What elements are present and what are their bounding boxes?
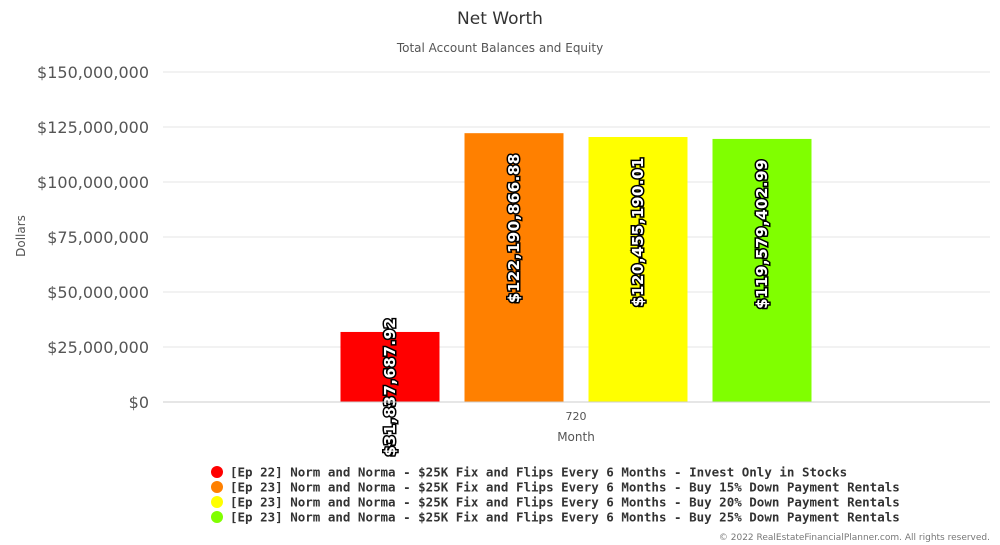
- y-tick-label: $150,000,000: [37, 63, 149, 82]
- bar-series-4[interactable]: [712, 138, 812, 403]
- y-tick-label: $0: [129, 393, 149, 412]
- legend-label-3: [Ep 23] Norm and Norma - $25K Fix and Fl…: [230, 495, 900, 510]
- legend-item-4[interactable]: [Ep 23] Norm and Norma - $25K Fix and Fl…: [211, 510, 900, 525]
- y-tick-label: $75,000,000: [47, 228, 149, 247]
- legend-label-4: [Ep 23] Norm and Norma - $25K Fix and Fl…: [230, 510, 900, 525]
- bar-series-1[interactable]: [340, 331, 440, 402]
- y-tick-label: $125,000,000: [37, 118, 149, 137]
- bar-data-label-1: $31,837,687.92: [381, 318, 399, 457]
- legend-marker-1: [211, 466, 223, 478]
- bar-series-3[interactable]: [588, 136, 688, 402]
- chart-subtitle: Total Account Balances and Equity: [396, 41, 603, 55]
- bars: [340, 133, 812, 403]
- legend-item-2[interactable]: [Ep 23] Norm and Norma - $25K Fix and Fl…: [211, 480, 900, 495]
- legend-marker-4: [211, 511, 223, 523]
- y-tick-label: $50,000,000: [47, 283, 149, 302]
- legend-marker-2: [211, 481, 223, 493]
- legend-label-2: [Ep 23] Norm and Norma - $25K Fix and Fl…: [230, 480, 900, 495]
- legend-item-3[interactable]: [Ep 23] Norm and Norma - $25K Fix and Fl…: [211, 495, 900, 510]
- x-axis-tick-labels: 720: [566, 410, 587, 423]
- bar-data-label-2: $122,190,866.88: [505, 153, 523, 303]
- legend-item-1[interactable]: [Ep 22] Norm and Norma - $25K Fix and Fl…: [211, 465, 847, 480]
- x-tick-label: 720: [566, 410, 587, 423]
- bar-data-label-4: $119,579,402.99: [753, 159, 771, 309]
- bar-data-label-3: $120,455,190.01: [629, 157, 647, 307]
- x-axis-label: Month: [557, 430, 595, 444]
- copyright-credit: © 2022 RealEstateFinancialPlanner.com. A…: [719, 533, 990, 543]
- chart-title: Net Worth: [457, 9, 543, 29]
- grid-lines: [163, 71, 990, 348]
- bar-series-2[interactable]: [464, 133, 564, 402]
- legend-marker-3: [211, 496, 223, 508]
- y-tick-label: $100,000,000: [37, 173, 149, 192]
- y-tick-label: $25,000,000: [47, 338, 149, 357]
- y-axis-label: Dollars: [14, 215, 28, 257]
- y-axis-tick-labels: $0 $25,000,000 $50,000,000 $75,000,000 $100,…: [37, 63, 149, 412]
- legend: [Ep 22] Norm and Norma - $25K Fix and Fl…: [211, 465, 900, 525]
- legend-label-1: [Ep 22] Norm and Norma - $25K Fix and Fl…: [230, 465, 847, 480]
- bar-data-labels: $31,837,687.92 $122,190,866.88 $120,455,19…: [380, 152, 773, 458]
